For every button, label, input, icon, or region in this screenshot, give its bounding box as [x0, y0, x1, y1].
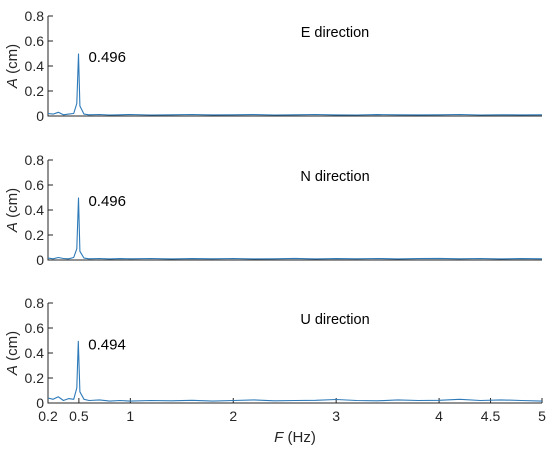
series-line	[47, 197, 543, 260]
peak-label: 0.494	[88, 336, 126, 353]
series-line	[47, 53, 543, 116]
y-axis-label: A (cm)	[4, 44, 21, 89]
y-tick-label: 0.6	[25, 33, 45, 49]
peak-label: 0.496	[88, 49, 126, 66]
panel-title: E direction	[301, 25, 370, 41]
y-tick-label: 0.8	[25, 8, 45, 24]
y-tick-label: 0.6	[25, 177, 45, 193]
x-tick-label: 1	[126, 408, 134, 424]
y-tick-label: 0.4	[25, 202, 45, 218]
x-tick-label: 0.2	[38, 408, 58, 424]
series-line	[47, 340, 543, 402]
axis-frame	[47, 16, 542, 117]
x-tick-label: 0.5	[69, 408, 89, 424]
y-axis-label: A (cm)	[4, 188, 21, 233]
x-tick-label: 3	[332, 408, 340, 424]
y-axis-label: A (cm)	[4, 331, 21, 376]
y-tick-label: 0.8	[25, 295, 45, 311]
panel-2: 0 0.2 0.4 0.6 0.8 A (cm) N direction 0.496	[4, 152, 543, 268]
y-tick-label: 0.6	[25, 320, 45, 336]
panel-1: 0 0.2 0.4 0.6 0.8 A (cm) E direction 0.496	[4, 8, 543, 124]
panel-3: 00.20.40.60.8A (cm)0.2 0.5 1 2 3 4 4.5 5F (Hz)U…	[4, 295, 546, 446]
y-tick-label: 0.2	[25, 227, 45, 243]
y-tick-label: 0	[36, 395, 44, 411]
y-tick-label: 0.8	[25, 152, 45, 168]
axis-frame	[47, 160, 542, 261]
x-axis-label: F (Hz)	[274, 429, 316, 446]
y-tick-label: 0	[36, 252, 44, 268]
y-tick-label: 0	[36, 108, 44, 124]
panel-title: N direction	[300, 169, 369, 185]
x-tick-label: 4	[435, 408, 443, 424]
x-tick-label: 5	[538, 408, 546, 424]
y-tick-label: 0.2	[25, 370, 45, 386]
y-tick-label: 0.4	[25, 345, 45, 361]
x-tick-label: 4.5	[481, 408, 501, 424]
x-tick-label: 2	[229, 408, 237, 424]
peak-label: 0.496	[88, 193, 126, 210]
y-tick-label: 0.4	[25, 58, 45, 74]
y-tick-label: 0.2	[25, 83, 45, 99]
panel-title: U direction	[300, 312, 369, 328]
